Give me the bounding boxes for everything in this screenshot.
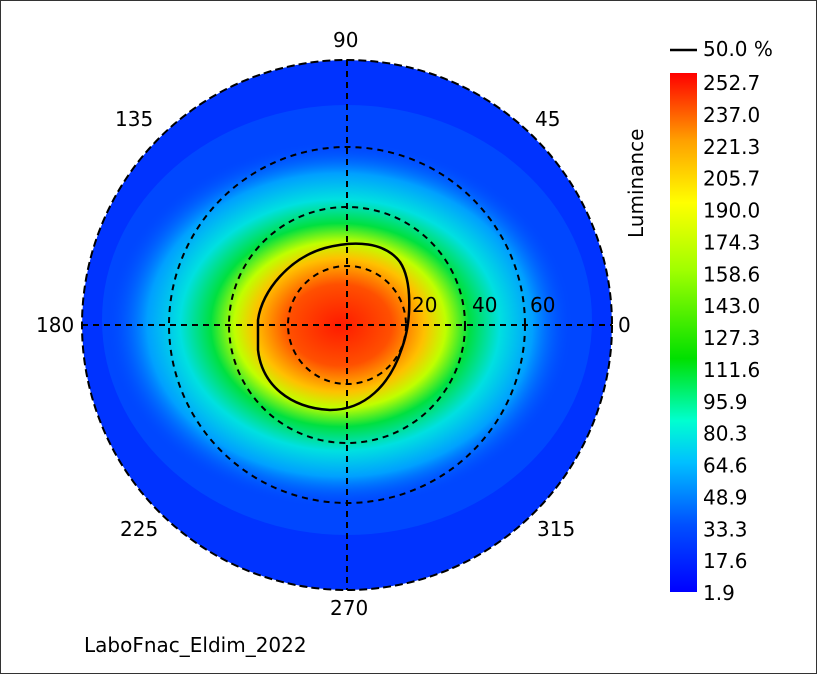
colorbar-tick-label: 237.0: [703, 103, 760, 127]
colorbar: [670, 73, 697, 592]
colorbar-title: Luminance: [624, 129, 648, 238]
colorbar-tick-label: 174.3: [703, 230, 760, 254]
angle-label-135: 135: [115, 107, 153, 131]
colorbar-tick-labels: 252.7 237.0 221.3 205.7 190.0 174.3 158.6 143.0…: [703, 71, 760, 605]
colorbar-tick-label: 143.0: [703, 294, 760, 318]
radial-label-40: 40: [472, 293, 497, 317]
angle-label-0: 0: [618, 313, 631, 337]
angle-label-270: 270: [330, 596, 368, 620]
colorbar-tick-label: 158.6: [703, 262, 760, 286]
colorbar-tick-label: 111.6: [703, 358, 760, 382]
angle-label-225: 225: [120, 517, 158, 541]
polar-outer-border: [81, 59, 613, 591]
colorbar-tick-label: 190.0: [703, 199, 760, 223]
colorbar-tick-label: 127.3: [703, 326, 760, 350]
radial-label-20: 20: [412, 293, 437, 317]
colorbar-tick-label: 1.9: [703, 581, 735, 605]
colorbar-tick-label: 17.6: [703, 549, 748, 573]
colorbar-tick-label: 33.3: [703, 517, 748, 541]
radial-label-60: 60: [530, 293, 555, 317]
polar-grid: [82, 60, 612, 590]
angle-label-180: 180: [36, 313, 74, 337]
colorbar-tick-label: 64.6: [703, 454, 748, 478]
colorbar-tick-label: 80.3: [703, 422, 748, 446]
colorbar-tick-label: 48.9: [703, 485, 748, 509]
angle-label-90: 90: [333, 28, 358, 52]
chart-caption: LaboFnac_Eldim_2022: [84, 633, 307, 657]
colorbar-tick-label: 252.7: [703, 71, 760, 95]
colorbar-tick-label: 205.7: [703, 167, 760, 191]
angle-label-315: 315: [537, 517, 575, 541]
heatmap-disk: [82, 60, 612, 590]
colorbar-tick-label: 221.3: [703, 135, 760, 159]
contour-legend-label: 50.0 %: [703, 37, 773, 61]
colorbar-tick-label: 95.9: [703, 390, 748, 414]
contour-50-percent: [256, 242, 411, 412]
angle-label-45: 45: [535, 107, 560, 131]
